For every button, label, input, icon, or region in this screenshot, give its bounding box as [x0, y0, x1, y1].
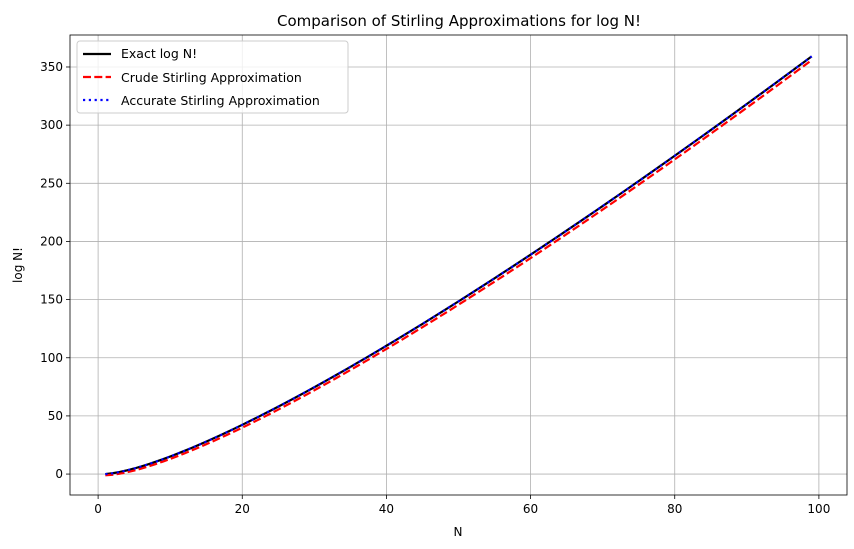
series-line-exact	[105, 55, 813, 476]
legend-label-crude: Crude Stirling Approximation	[121, 70, 302, 85]
legend: Exact log N! Crude Stirling Approximatio…	[76, 40, 349, 114]
y-axis-ticks: 0 50 100 150 200 250 300 350	[40, 60, 70, 481]
legend-label-exact: Exact log N!	[121, 46, 197, 61]
x-tick-label: 0	[94, 502, 102, 516]
series-line-accurate	[105, 55, 813, 476]
x-tick-label: 20	[235, 502, 250, 516]
x-axis-label: N	[454, 525, 463, 539]
x-tick-label: 80	[667, 502, 682, 516]
y-axis-label: log N!	[11, 247, 25, 283]
y-tick-label: 350	[40, 60, 63, 74]
series-line-crude	[105, 59, 813, 477]
y-tick-label: 150	[40, 293, 63, 307]
y-tick-label: 200	[40, 234, 63, 248]
y-tick-label: 0	[55, 467, 63, 481]
x-axis-ticks: 0 20 40 60 80 100	[94, 495, 830, 516]
chart-title: Comparison of Stirling Approximations fo…	[277, 12, 641, 30]
y-tick-label: 250	[40, 176, 63, 190]
x-tick-label: 60	[523, 502, 538, 516]
x-tick-label: 100	[807, 502, 830, 516]
legend-box	[76, 40, 349, 114]
legend-label-accurate: Accurate Stirling Approximation	[121, 93, 320, 108]
plot-frame	[69, 34, 848, 496]
x-tick-label: 40	[379, 502, 394, 516]
y-tick-label: 100	[40, 351, 63, 365]
y-tick-label: 300	[40, 118, 63, 132]
y-tick-label: 50	[48, 409, 63, 423]
series-lines	[105, 55, 813, 477]
